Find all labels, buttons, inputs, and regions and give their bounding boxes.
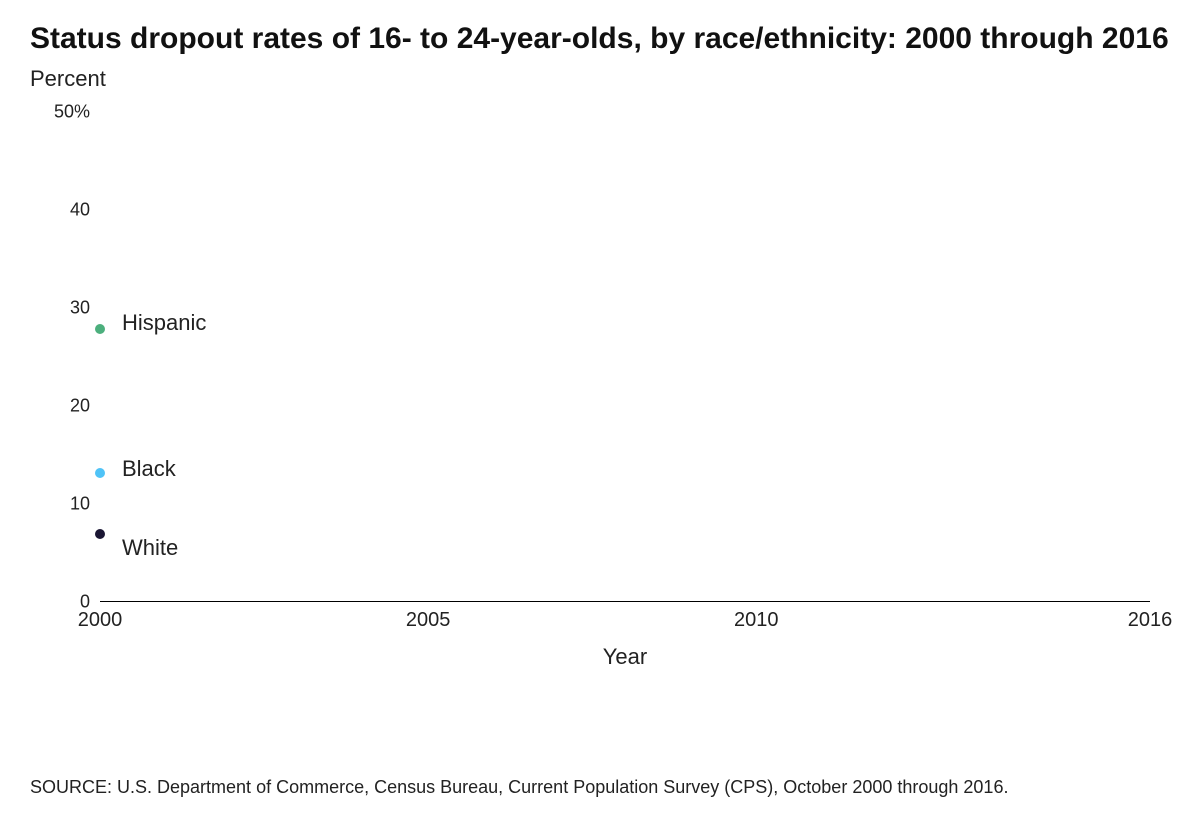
series-marker-hispanic xyxy=(95,324,105,334)
x-axis-line xyxy=(100,601,1150,602)
x-tick-label: 2005 xyxy=(406,609,451,632)
x-tick-label: 2016 xyxy=(1128,609,1173,632)
plot-area: Year 01020304050%2000200520102016Hispani… xyxy=(100,112,1150,602)
x-tick-label: 2000 xyxy=(78,609,123,632)
series-marker-white xyxy=(95,529,105,539)
series-label-black: Black xyxy=(122,456,176,482)
y-tick-label: 10 xyxy=(45,493,90,514)
chart-title: Status dropout rates of 16- to 24-year-o… xyxy=(30,20,1170,58)
series-marker-black xyxy=(95,468,105,478)
series-label-hispanic: Hispanic xyxy=(122,310,206,336)
y-tick-label: 20 xyxy=(45,395,90,416)
x-tick-label: 2010 xyxy=(734,609,779,632)
series-label-white: White xyxy=(122,535,178,561)
x-axis-label: Year xyxy=(603,644,647,670)
source-note: SOURCE: U.S. Department of Commerce, Cen… xyxy=(30,777,1008,798)
y-tick-label: 50% xyxy=(45,101,90,122)
y-tick-label: 30 xyxy=(45,297,90,318)
chart-container: Year 01020304050%2000200520102016Hispani… xyxy=(30,92,1170,652)
y-axis-label: Percent xyxy=(30,66,1170,92)
y-tick-label: 40 xyxy=(45,199,90,220)
